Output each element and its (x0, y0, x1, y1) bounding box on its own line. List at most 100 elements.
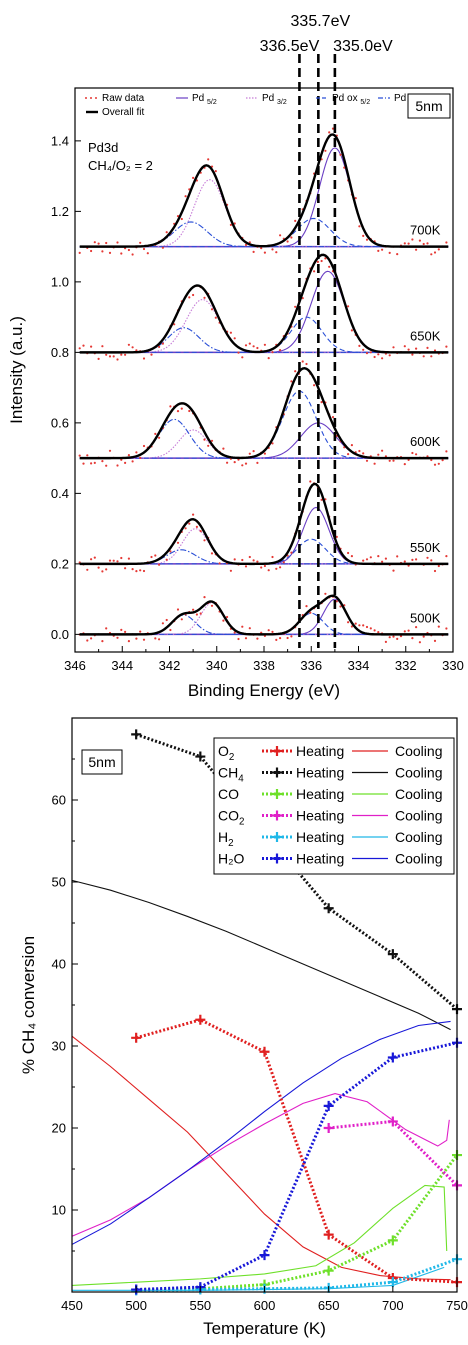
raw-data-point (362, 452, 365, 455)
raw-data-point (415, 558, 418, 561)
raw-data-point (350, 329, 353, 332)
raw-data-point (210, 552, 214, 555)
y-tick-label: 40 (52, 957, 66, 972)
raw-data-point (377, 249, 380, 252)
heating-line (135, 732, 458, 1011)
x-axis-title: Temperature (K) (203, 1319, 326, 1338)
raw-data-point (169, 550, 172, 553)
raw-data-point (139, 456, 142, 459)
raw-data-point (350, 444, 353, 447)
raw-data-point (101, 345, 104, 348)
raw-data-point (388, 459, 391, 462)
raw-data-point (313, 270, 316, 273)
y-tick-label: 10 (52, 1203, 66, 1218)
sample-box-label: 5nm (415, 98, 442, 114)
raw-data-point (290, 380, 293, 383)
raw-data-point (142, 569, 146, 573)
heating-marker (387, 1116, 398, 1127)
raw-data-point (286, 240, 289, 243)
legend-heating-marker (272, 789, 282, 799)
raw-data-point (101, 460, 104, 463)
raw-data-point (116, 636, 119, 639)
raw-data-point (90, 249, 93, 253)
raw-data-point (430, 559, 433, 562)
reference-label: 335.7eV (291, 13, 351, 30)
raw-data-point (241, 625, 244, 628)
raw-data-point (154, 432, 157, 435)
raw-data-point (433, 251, 437, 254)
raw-data-point (86, 568, 89, 571)
raw-data-point (248, 555, 251, 559)
temperature-label: 600K (410, 434, 441, 449)
raw-data-point (108, 251, 112, 254)
raw-data-point (358, 449, 361, 453)
raw-data-point (377, 453, 380, 456)
raw-data-point (418, 239, 421, 242)
legend-heating-label: Heating (296, 808, 344, 824)
raw-data-point (275, 567, 278, 570)
raw-data-point (407, 348, 410, 351)
raw-data-point (403, 463, 406, 466)
raw-data-point (116, 358, 119, 361)
raw-data-point (97, 357, 100, 360)
raw-data-point (180, 407, 183, 410)
heating-marker (323, 1100, 334, 1111)
raw-data-point (207, 444, 210, 447)
raw-data-point (93, 556, 96, 559)
legend-heating-label: Heating (296, 743, 344, 759)
raw-data-point (294, 219, 297, 222)
y-tick-label: 0.6 (51, 415, 69, 430)
raw-data-point (203, 296, 206, 299)
raw-data-point (135, 570, 138, 573)
y-tick-label: 0.8 (51, 345, 69, 360)
heating-marker (195, 751, 206, 762)
raw-data-point (279, 637, 282, 640)
legend-cooling-label: Cooling (395, 786, 442, 802)
raw-data-point (290, 551, 293, 554)
raw-data-point (101, 250, 104, 253)
raw-data-point (358, 225, 361, 228)
raw-data-point (120, 628, 123, 632)
raw-data-point (267, 569, 270, 572)
raw-data-point (422, 355, 425, 358)
raw-data-point (445, 241, 448, 244)
legend-cooling-label: Cooling (395, 851, 442, 867)
raw-data-point (90, 637, 93, 640)
legend-heating-marker (272, 810, 282, 821)
raw-data-point (127, 343, 130, 346)
raw-data-point (237, 637, 240, 641)
raw-data-point (407, 629, 410, 632)
raw-data-point (78, 347, 81, 350)
raw-data-point (244, 462, 248, 465)
heating-marker (131, 729, 142, 740)
raw-data-point (244, 565, 248, 568)
raw-data-point (381, 560, 384, 563)
raw-data-point (248, 452, 251, 455)
raw-data-point (377, 353, 380, 356)
raw-data-point (158, 638, 161, 641)
raw-data-point (180, 618, 183, 621)
raw-data-point (267, 357, 270, 360)
legend-label: Pd 3/2 (262, 93, 287, 106)
heating-line (136, 1257, 458, 1292)
raw-data-point (445, 345, 448, 348)
raw-data-point (418, 641, 421, 644)
raw-data-point (335, 535, 338, 539)
raw-data-point (430, 458, 433, 462)
raw-data-point (188, 522, 191, 525)
raw-data-point (426, 556, 429, 559)
cooling-line (71, 1020, 451, 1245)
raw-data-point (233, 337, 236, 340)
x-tick-label: 340 (206, 658, 228, 673)
raw-data-point (226, 615, 229, 619)
raw-data-point (112, 355, 115, 358)
heating-marker (387, 1052, 398, 1063)
raw-data-point (437, 462, 440, 465)
legend-cooling-label: Cooling (395, 829, 442, 845)
x-tick-label: 332 (395, 658, 417, 673)
raw-data-point (127, 557, 130, 560)
raw-data-point (415, 347, 418, 350)
raw-data-point (263, 343, 266, 346)
spectrum-700K: 700K (78, 127, 449, 256)
